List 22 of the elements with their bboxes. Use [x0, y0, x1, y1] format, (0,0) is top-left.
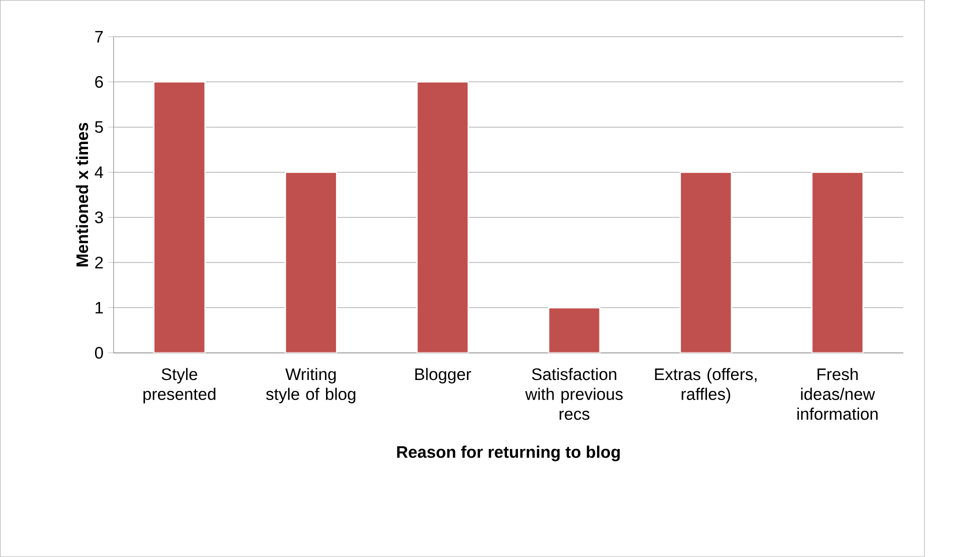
- x-tick-label: Fresh ideas/new information: [797, 368, 878, 420]
- y-axis-title: Mentioned x times: [76, 122, 88, 266]
- y-tick-label: 5: [95, 121, 103, 134]
- bar: [416, 81, 469, 353]
- bar: [153, 81, 206, 353]
- x-tick-label: Extras (offers, raffles): [655, 368, 757, 404]
- x-tick-label: Satisfaction with previous recs: [525, 368, 623, 420]
- bar: [680, 172, 732, 353]
- y-tick-label: 0: [95, 347, 103, 359]
- y-tick-label: 6: [95, 76, 103, 88]
- bar: [811, 172, 864, 353]
- y-tick-label: 3: [95, 212, 103, 224]
- bar: [284, 172, 338, 353]
- x-axis-title: Reason for returning to blog: [397, 446, 620, 462]
- y-tick-label: 2: [95, 256, 103, 268]
- y-tick-label: 4: [94, 166, 104, 178]
- x-tick-label: Writing style of blog: [266, 368, 356, 404]
- y-tick-label: 7: [95, 31, 103, 43]
- x-tick-label: Style presented: [143, 368, 216, 404]
- bar: [548, 307, 601, 353]
- x-tick-label: Blogger: [415, 368, 472, 384]
- y-tick-label: 1: [96, 302, 103, 314]
